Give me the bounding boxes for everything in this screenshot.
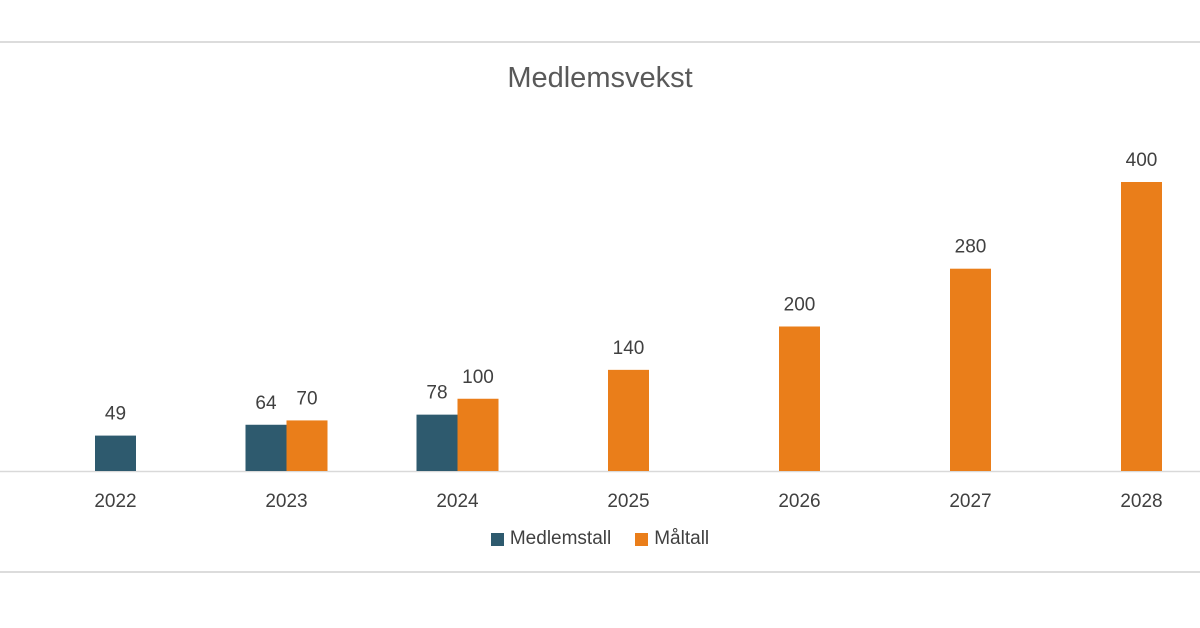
x-tick-label-2027: 2027 (949, 491, 991, 512)
data-label-medlemstall-2023: 64 (255, 393, 277, 414)
bar-medlemstall-2023 (245, 424, 287, 471)
x-tick-label-2028: 2028 (1120, 491, 1162, 512)
bar-maltall-2026 (779, 326, 820, 471)
data-label-maltall-2027: 280 (955, 237, 987, 258)
legend-label-maltall: Måltall (654, 528, 710, 549)
bar-maltall-2023 (286, 420, 328, 471)
x-tick-label-2024: 2024 (436, 491, 479, 512)
bar-medlemstall-2024 (416, 414, 458, 471)
x-tick-label-2026: 2026 (778, 491, 820, 512)
data-label-maltall-2024: 100 (462, 367, 494, 388)
bar-maltall-2028 (1121, 182, 1162, 471)
legend-label-medlemstall: Medlemstall (509, 528, 612, 549)
x-tick-label-2022: 2022 (94, 491, 136, 512)
data-label-maltall-2028: 400 (1126, 150, 1158, 171)
bar-maltall-2027 (950, 268, 991, 471)
data-label-maltall-2026: 200 (784, 295, 816, 316)
legend-swatch-maltall (635, 532, 649, 546)
legend-item-maltall: Måltall (635, 528, 709, 550)
top-divider (0, 41, 1200, 43)
bar-maltall-2025 (608, 369, 649, 471)
bar-maltall-2024 (457, 398, 499, 471)
legend: Medlemstall Måltall (0, 528, 1200, 550)
chart-title: Medlemsvekst (507, 62, 693, 94)
legend-item-medlemstall: Medlemstall (490, 528, 612, 550)
data-label-medlemstall-2022: 49 (105, 404, 126, 425)
legend-swatch-medlemstall (490, 532, 504, 546)
data-label-medlemstall-2024: 78 (426, 383, 447, 404)
data-label-maltall-2023: 70 (296, 388, 317, 409)
bottom-divider (0, 571, 1200, 573)
data-label-maltall-2025: 140 (613, 338, 645, 359)
x-tick-label-2025: 2025 (607, 491, 649, 512)
bar-medlemstall-2022 (95, 435, 136, 471)
x-tick-label-2023: 2023 (265, 491, 307, 512)
